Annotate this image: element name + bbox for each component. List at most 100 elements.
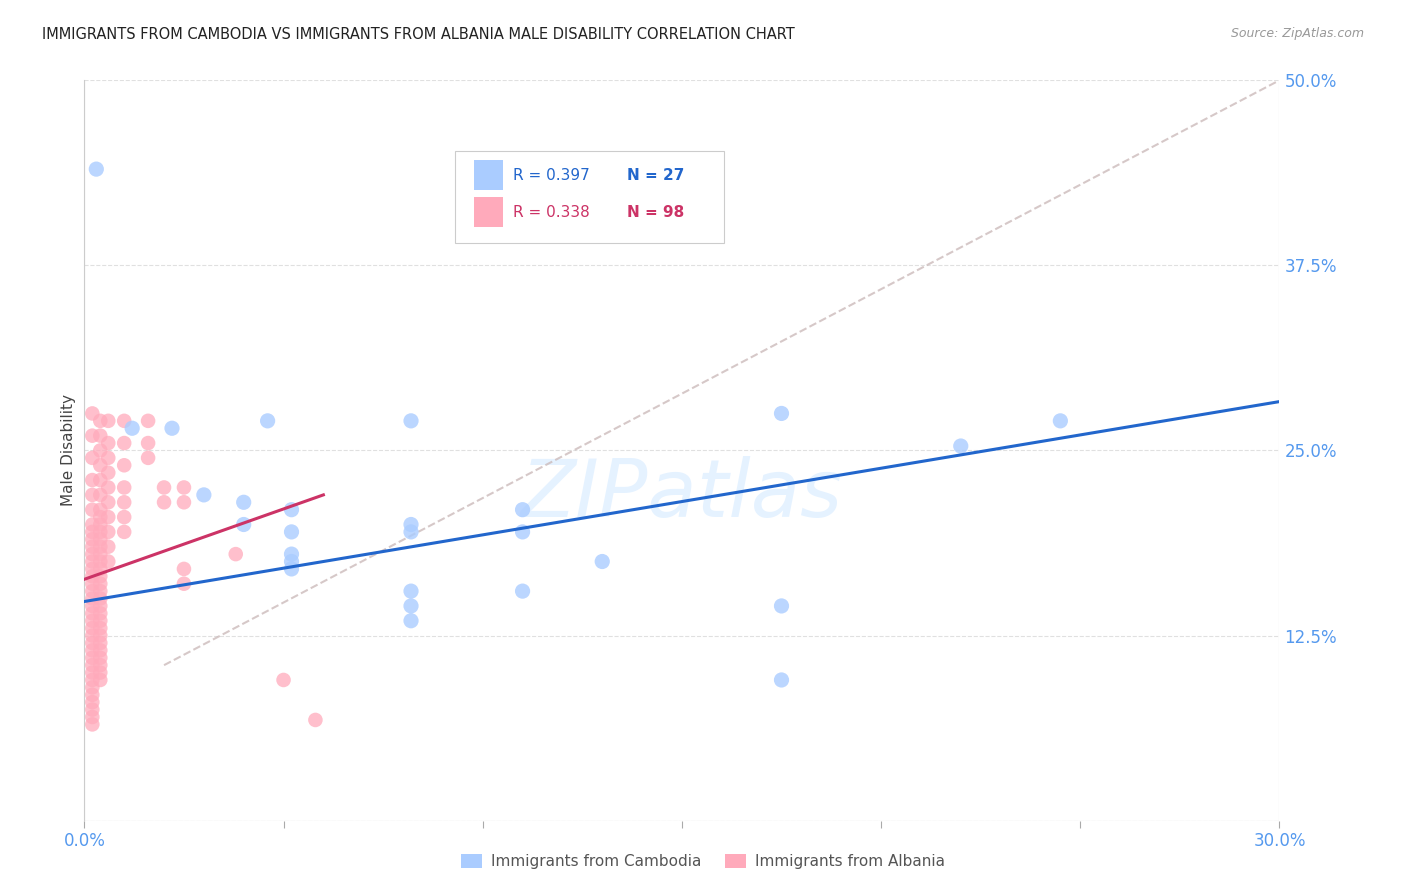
- Point: [82, 688, 104, 702]
- Point: [153, 495, 176, 509]
- Point: [512, 584, 534, 599]
- Point: [82, 710, 104, 724]
- Point: [89, 636, 111, 650]
- Point: [273, 673, 295, 687]
- Point: [89, 414, 111, 428]
- Point: [160, 421, 183, 435]
- Point: [399, 599, 422, 613]
- Point: [82, 450, 104, 465]
- Point: [1049, 414, 1071, 428]
- Point: [82, 533, 104, 547]
- FancyBboxPatch shape: [456, 151, 724, 244]
- Point: [82, 717, 104, 731]
- Point: [89, 584, 111, 599]
- Point: [82, 407, 104, 421]
- FancyBboxPatch shape: [474, 161, 503, 190]
- Point: [770, 599, 793, 613]
- Point: [82, 599, 104, 613]
- Point: [89, 473, 111, 487]
- Point: [82, 607, 104, 621]
- FancyBboxPatch shape: [474, 197, 503, 227]
- Point: [89, 555, 111, 569]
- Point: [89, 428, 111, 442]
- Point: [82, 502, 104, 516]
- Point: [82, 547, 104, 561]
- Point: [89, 628, 111, 642]
- Point: [112, 436, 135, 450]
- Point: [89, 458, 111, 473]
- Point: [89, 614, 111, 628]
- Point: [89, 665, 111, 680]
- Point: [136, 414, 159, 428]
- Point: [232, 517, 254, 532]
- Text: Source: ZipAtlas.com: Source: ZipAtlas.com: [1230, 27, 1364, 40]
- Point: [82, 576, 104, 591]
- Point: [256, 414, 278, 428]
- Point: [82, 703, 104, 717]
- Point: [89, 621, 111, 635]
- Point: [153, 480, 176, 494]
- Point: [89, 607, 111, 621]
- Point: [82, 673, 104, 687]
- Point: [173, 562, 195, 576]
- Point: [280, 502, 302, 516]
- Point: [512, 502, 534, 516]
- Point: [770, 407, 793, 421]
- Point: [280, 562, 302, 576]
- Text: ZIPatlas: ZIPatlas: [520, 456, 844, 534]
- Point: [112, 524, 135, 539]
- Point: [89, 533, 111, 547]
- Point: [97, 540, 120, 554]
- Point: [97, 524, 120, 539]
- Point: [97, 510, 120, 524]
- Text: N = 27: N = 27: [627, 168, 685, 183]
- Y-axis label: Male Disability: Male Disability: [60, 394, 76, 507]
- Point: [399, 517, 422, 532]
- Point: [136, 450, 159, 465]
- Point: [82, 562, 104, 576]
- Point: [89, 673, 111, 687]
- Point: [112, 495, 135, 509]
- Point: [82, 628, 104, 642]
- Point: [82, 614, 104, 628]
- Point: [89, 517, 111, 532]
- Point: [173, 480, 195, 494]
- Point: [82, 681, 104, 695]
- Point: [82, 555, 104, 569]
- Point: [89, 488, 111, 502]
- Point: [82, 621, 104, 635]
- Point: [173, 495, 195, 509]
- Point: [112, 510, 135, 524]
- Point: [82, 665, 104, 680]
- Point: [82, 591, 104, 606]
- Point: [89, 576, 111, 591]
- Point: [97, 466, 120, 480]
- Point: [280, 524, 302, 539]
- Point: [82, 473, 104, 487]
- Point: [82, 636, 104, 650]
- Point: [89, 643, 111, 657]
- Point: [512, 524, 534, 539]
- Point: [399, 584, 422, 599]
- Point: [112, 458, 135, 473]
- Point: [89, 658, 111, 673]
- Point: [399, 614, 422, 628]
- Point: [399, 524, 422, 539]
- Point: [97, 495, 120, 509]
- Text: IMMIGRANTS FROM CAMBODIA VS IMMIGRANTS FROM ALBANIA MALE DISABILITY CORRELATION : IMMIGRANTS FROM CAMBODIA VS IMMIGRANTS F…: [42, 27, 794, 42]
- Point: [89, 547, 111, 561]
- Point: [121, 421, 143, 435]
- Point: [82, 658, 104, 673]
- Point: [304, 713, 326, 727]
- Text: N = 98: N = 98: [627, 204, 685, 219]
- Legend: Immigrants from Cambodia, Immigrants from Albania: Immigrants from Cambodia, Immigrants fro…: [454, 848, 952, 875]
- Point: [89, 502, 111, 516]
- Point: [112, 480, 135, 494]
- Point: [89, 562, 111, 576]
- Point: [82, 643, 104, 657]
- Point: [949, 439, 972, 453]
- Point: [89, 540, 111, 554]
- Point: [225, 547, 247, 561]
- Point: [112, 414, 135, 428]
- Point: [82, 488, 104, 502]
